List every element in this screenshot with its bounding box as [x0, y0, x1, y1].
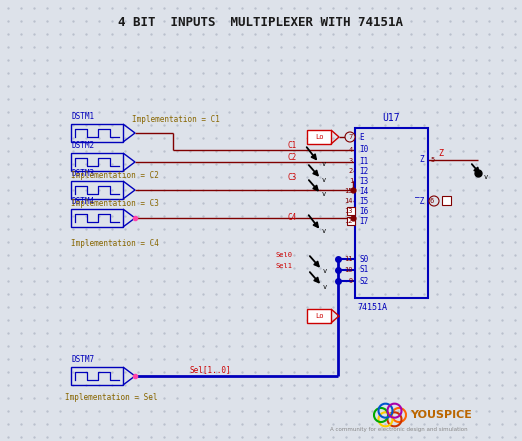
Text: v: v: [323, 268, 327, 274]
Text: 13: 13: [345, 208, 353, 214]
Text: I2: I2: [359, 167, 368, 176]
Bar: [347, 217, 355, 225]
Text: DSTM2: DSTM2: [71, 141, 94, 150]
Text: 5: 5: [430, 157, 434, 163]
Text: U17: U17: [383, 113, 400, 123]
Text: 74151A: 74151A: [357, 303, 387, 313]
Text: ̅Z: ̅Z: [415, 197, 424, 206]
Text: Lo: Lo: [315, 134, 323, 140]
Text: Sel[1..0]: Sel[1..0]: [190, 366, 232, 374]
Text: Sel0: Sel0: [275, 252, 292, 258]
Bar: [71, 367, 123, 385]
Text: 12: 12: [345, 218, 353, 224]
Text: 11: 11: [345, 256, 353, 262]
Text: 4 BIT  INPUTS  MULTIPLEXER WITH 74151A: 4 BIT INPUTS MULTIPLEXER WITH 74151A: [118, 15, 404, 29]
Text: 4: 4: [349, 147, 353, 153]
Text: C3: C3: [287, 172, 296, 182]
Circle shape: [429, 196, 439, 206]
Text: 3: 3: [349, 158, 353, 164]
Text: v: v: [484, 174, 488, 180]
Bar: [307, 130, 331, 144]
Text: Z: Z: [438, 149, 443, 158]
Text: I1: I1: [359, 157, 368, 165]
Bar: [355, 128, 428, 298]
Text: 7: 7: [349, 134, 353, 140]
Bar: [71, 209, 123, 227]
Text: S1: S1: [359, 265, 368, 274]
Text: 10: 10: [345, 267, 353, 273]
Text: S0: S0: [359, 254, 368, 264]
Text: DSTM3: DSTM3: [71, 169, 94, 178]
Text: 2: 2: [349, 168, 353, 174]
Text: 9: 9: [349, 278, 353, 284]
Text: A community for electronic design and simulation: A community for electronic design and si…: [330, 426, 468, 431]
Text: 15: 15: [345, 188, 353, 194]
Text: Implementation = C4: Implementation = C4: [71, 239, 159, 248]
Text: I0: I0: [359, 146, 368, 154]
Text: v: v: [322, 161, 326, 167]
Text: YOUSPICE: YOUSPICE: [410, 410, 472, 420]
Text: Sel1: Sel1: [275, 263, 292, 269]
Text: C4: C4: [287, 213, 296, 221]
Text: DSTM4: DSTM4: [71, 197, 94, 206]
Bar: [71, 153, 123, 171]
Text: S2: S2: [359, 277, 368, 285]
Text: Z: Z: [419, 156, 424, 164]
Text: DSTM1: DSTM1: [71, 112, 94, 121]
Text: Lo: Lo: [315, 313, 323, 319]
Text: v: v: [323, 284, 327, 290]
Bar: [307, 309, 331, 323]
Text: E: E: [359, 132, 364, 142]
Text: Implementation = C2: Implementation = C2: [71, 172, 159, 180]
Text: I6: I6: [359, 206, 368, 216]
Bar: [442, 196, 451, 205]
Text: DSTM7: DSTM7: [71, 355, 94, 364]
Text: 1: 1: [349, 178, 353, 184]
Text: I7: I7: [359, 217, 368, 225]
Bar: [71, 181, 123, 199]
Circle shape: [345, 132, 355, 142]
Text: Implementation = C3: Implementation = C3: [71, 199, 159, 209]
Text: 6: 6: [430, 198, 434, 204]
Bar: [347, 207, 355, 215]
Text: C1: C1: [287, 142, 296, 150]
Text: v: v: [322, 177, 326, 183]
Bar: [71, 124, 123, 142]
Text: Implementation = Sel: Implementation = Sel: [65, 393, 158, 403]
Text: I3: I3: [359, 176, 368, 186]
Text: v: v: [322, 228, 326, 234]
Text: 14: 14: [345, 198, 353, 204]
Text: Implementation = C1: Implementation = C1: [132, 115, 220, 123]
Text: v: v: [322, 191, 326, 197]
Text: I4: I4: [359, 187, 368, 195]
Text: I5: I5: [359, 197, 368, 206]
Text: C2: C2: [287, 153, 296, 161]
